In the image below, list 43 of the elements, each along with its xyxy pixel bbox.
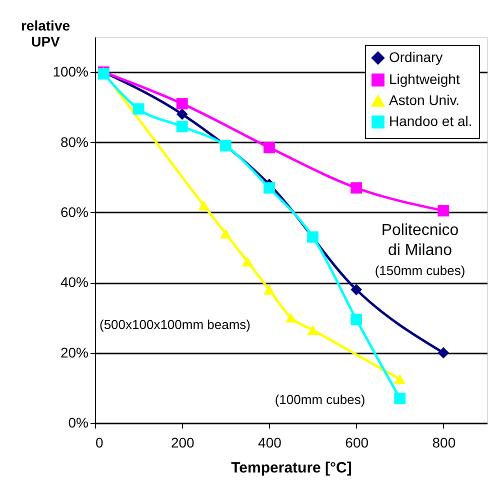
point xyxy=(264,284,275,295)
point xyxy=(438,205,450,216)
legend-label: Ordinary xyxy=(389,49,443,65)
point xyxy=(350,314,362,326)
legend-label: Aston Univ. xyxy=(389,92,460,108)
legend-label: Lightweight xyxy=(389,71,460,87)
x-tick-label: 800 xyxy=(432,434,456,450)
annotation: di Milano xyxy=(388,242,452,259)
x-tick-label: 200 xyxy=(170,434,195,450)
annotation: (500x100x100mm beams) xyxy=(99,317,251,332)
point xyxy=(394,392,406,404)
point xyxy=(350,284,362,296)
x-tick-label: 0 xyxy=(96,434,104,450)
x-tick-label: 400 xyxy=(258,434,282,450)
point xyxy=(264,182,275,194)
point xyxy=(198,200,210,210)
annotation: (100mm cubes) xyxy=(274,392,366,407)
point xyxy=(176,98,188,110)
y-tick-label: 80% xyxy=(60,134,88,150)
y-axis-title: relative UPV xyxy=(20,18,70,50)
x-tick-label: 600 xyxy=(345,434,369,450)
y-tick-label: 40% xyxy=(60,274,88,290)
point xyxy=(394,374,406,384)
legend-label: Handoo et al. xyxy=(389,113,472,129)
annotation: Politecnico xyxy=(381,222,459,239)
point xyxy=(285,312,297,323)
point xyxy=(132,103,144,115)
point xyxy=(307,325,318,335)
point xyxy=(176,120,188,132)
annotation: (150mm cubes) xyxy=(374,263,466,278)
y-tick-label: 100% xyxy=(52,64,88,80)
point xyxy=(350,182,362,194)
point xyxy=(220,228,232,238)
point xyxy=(176,108,188,120)
point xyxy=(438,347,450,359)
y-tick-label: 20% xyxy=(60,344,88,360)
point xyxy=(242,256,254,267)
x-axis-title: Temperature [°C] xyxy=(231,460,352,476)
point xyxy=(264,142,275,154)
point xyxy=(307,231,318,243)
point xyxy=(220,140,232,152)
y-tick-label: 0% xyxy=(68,414,88,430)
y-tick-label: 60% xyxy=(60,204,88,220)
